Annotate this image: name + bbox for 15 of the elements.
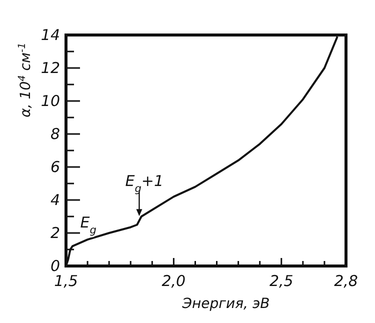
annotation: E$_{g}$+1 (125, 172, 164, 196)
x-tick-label: 2,0 (162, 272, 186, 290)
y-tick-label: 4 (50, 191, 60, 209)
y-tick-label: 14 (40, 26, 60, 44)
x-axis-title: Энергия, эВ (181, 296, 270, 312)
y-tick-label: 10 (40, 92, 60, 110)
y-tick-label: 2 (50, 224, 60, 242)
annotation: E$_{g}$ (80, 214, 97, 236)
y-tick-label: 8 (50, 125, 60, 143)
x-tick-label: 2,8 (334, 272, 358, 290)
y-tick-label: 0 (50, 257, 60, 275)
y-tick-label: 6 (50, 158, 60, 176)
x-tick-label: 1,5 (54, 272, 78, 290)
y-tick-label: 12 (40, 59, 60, 77)
x-tick-label: 2,5 (269, 272, 294, 290)
